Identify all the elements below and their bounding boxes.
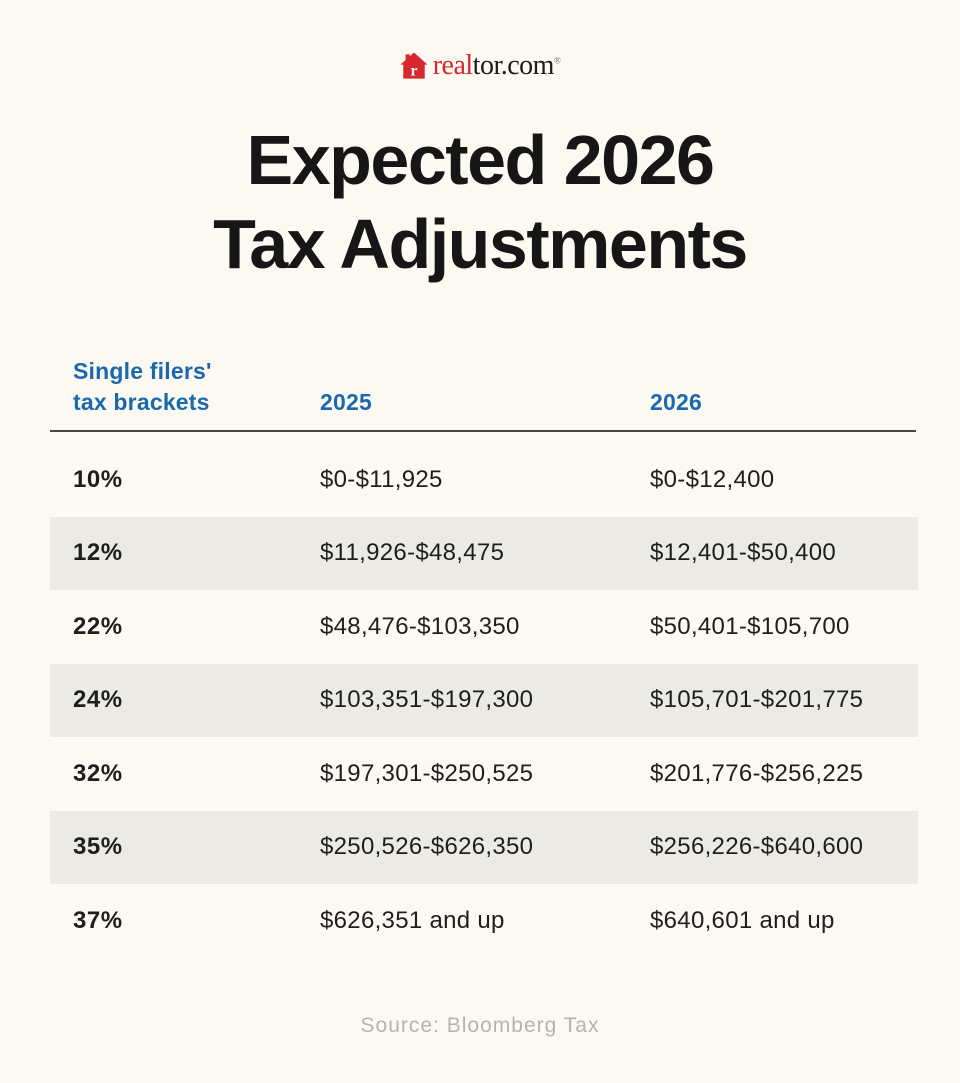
y2025-cell: $626,351 and up <box>320 906 505 934</box>
table-row: 24% $103,351-$197,300 $105,701-$201,775 <box>50 663 918 737</box>
column-header-brackets-line1: Single filers' <box>73 358 212 384</box>
y2026-cell: $50,401-$105,700 <box>650 612 850 640</box>
brand-wordmark-red: real <box>432 50 473 81</box>
table-header: Single filers' tax brackets 2025 2026 <box>50 356 918 418</box>
brand-wordmark-dark: tor.com <box>472 50 555 81</box>
page-title-line2: Tax Adjustments <box>213 205 748 283</box>
y2025-cell: $197,301-$250,525 <box>320 759 534 787</box>
table-row: 12% $11,926-$48,475 $12,401-$50,400 <box>50 516 918 590</box>
y2026-cell: $640,601 and up <box>650 906 835 934</box>
y2025-cell: $0-$11,925 <box>320 465 443 493</box>
rate-cell: 24% <box>73 686 123 714</box>
y2025-cell: $11,926-$48,475 <box>320 539 505 567</box>
brand-wordmark: realtor.com® <box>433 52 561 80</box>
y2026-cell: $201,776-$256,225 <box>650 759 864 787</box>
y2025-cell: $103,351-$197,300 <box>320 686 534 714</box>
column-header-2026: 2026 <box>650 389 702 415</box>
house-icon: r <box>400 52 428 80</box>
page-title-line1: Expected 2026 <box>246 121 715 199</box>
column-header-brackets: Single filers' tax brackets <box>50 356 320 418</box>
y2026-cell: $256,226-$640,600 <box>650 833 864 861</box>
rate-cell: 37% <box>73 906 123 934</box>
y2025-cell: $250,526-$626,350 <box>320 833 534 861</box>
column-header-brackets-line2: tax brackets <box>73 389 210 415</box>
rate-cell: 35% <box>73 833 123 861</box>
table-rows: 10% $0-$11,925 $0-$12,400 12% $11,926-$4… <box>50 443 918 958</box>
rate-cell: 12% <box>73 539 123 567</box>
y2026-cell: $0-$12,400 <box>650 465 775 493</box>
header-divider <box>50 430 916 432</box>
source-credit: Source: Bloomberg Tax <box>360 1014 600 1037</box>
column-header-2025: 2025 <box>320 389 372 415</box>
table-row: 22% $48,476-$103,350 $50,401-$105,700 <box>50 590 918 664</box>
svg-text:r: r <box>410 62 417 79</box>
page-title: Expected 2026 Tax Adjustments <box>0 118 960 286</box>
registered-mark: ® <box>553 55 561 66</box>
rate-cell: 22% <box>73 612 123 640</box>
y2026-cell: $105,701-$201,775 <box>650 686 864 714</box>
rate-cell: 32% <box>73 759 123 787</box>
rate-cell: 10% <box>73 465 123 493</box>
y2026-cell: $12,401-$50,400 <box>650 539 836 567</box>
brand-logo: r realtor.com® <box>0 52 960 80</box>
table-row: 35% $250,526-$626,350 $256,226-$640,600 <box>50 810 918 884</box>
y2025-cell: $48,476-$103,350 <box>320 612 520 640</box>
table-row: 10% $0-$11,925 $0-$12,400 <box>50 443 918 517</box>
table-row: 37% $626,351 and up $640,601 and up <box>50 884 918 958</box>
table-row: 32% $197,301-$250,525 $201,776-$256,225 <box>50 737 918 811</box>
